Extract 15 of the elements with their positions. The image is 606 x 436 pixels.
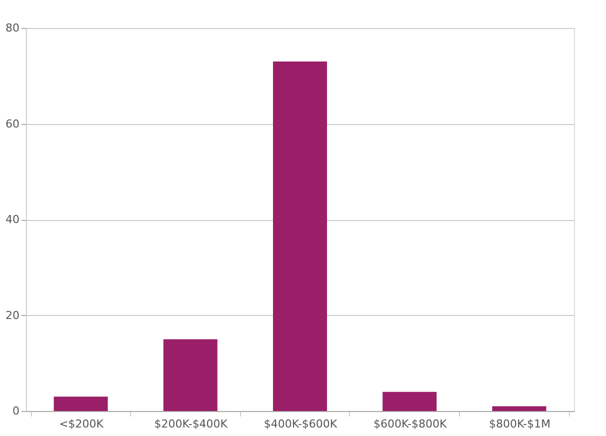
bar	[273, 62, 327, 411]
bar	[382, 392, 437, 411]
x-tick-label: <$200K	[59, 418, 104, 430]
x-tick-label: $600K-$800K	[373, 418, 448, 430]
bar	[163, 339, 218, 411]
y-tick-label: 0	[12, 404, 20, 418]
y-tick-label: 60	[6, 117, 20, 130]
x-tick-label: $800K-$1M	[488, 418, 550, 430]
bar	[54, 396, 108, 411]
y-tick-label: 80	[6, 22, 20, 34]
y-tick-label: 20	[6, 308, 20, 322]
x-tick-label: $400K-$600K	[264, 418, 338, 430]
y-tick-label: 40	[6, 213, 20, 226]
x-tick-label: $200K-$400K	[154, 418, 228, 430]
bar	[492, 406, 546, 411]
